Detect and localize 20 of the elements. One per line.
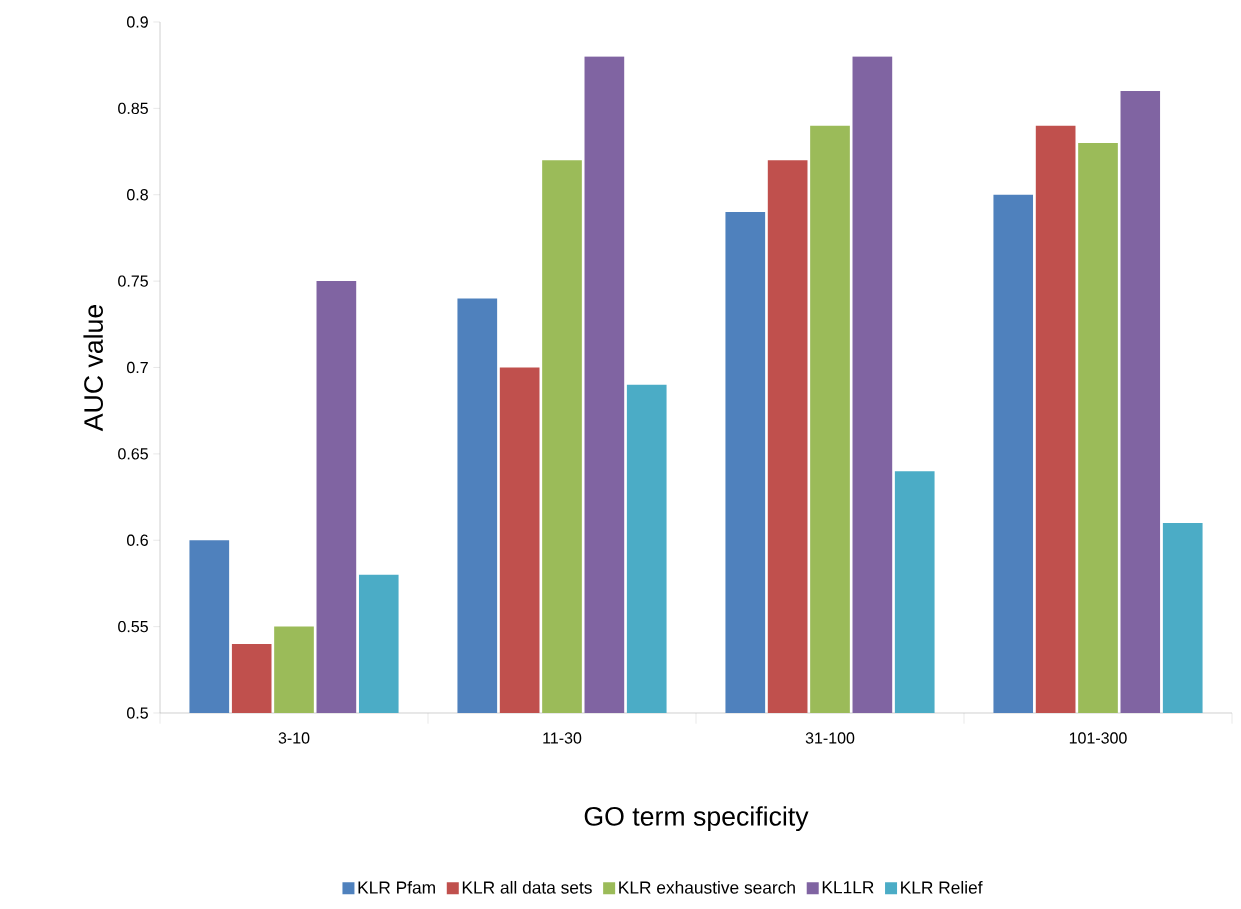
legend-label: KLR exhaustive search bbox=[619, 880, 795, 894]
y-tick-label: 0.8 bbox=[127, 189, 148, 201]
x-tick-label: 31-100 bbox=[805, 732, 855, 744]
y-tick-label: 0.9 bbox=[127, 16, 148, 28]
y-tick-label: 0.65 bbox=[118, 448, 148, 460]
x-tick-label: 101-300 bbox=[1069, 732, 1127, 744]
x-axis-title: GO term specificity bbox=[584, 806, 809, 832]
y-tick-label: 0.5 bbox=[127, 707, 148, 719]
y-axis-title: AUC value bbox=[83, 305, 103, 432]
legend-label: KLR Pfam bbox=[358, 880, 435, 894]
legend-label: KLR Relief bbox=[901, 880, 983, 894]
y-tick-label: 0.75 bbox=[118, 275, 148, 287]
legend-label: KLR all data sets bbox=[462, 880, 592, 894]
y-tick-label: 0.7 bbox=[127, 361, 148, 374]
y-tick-label: 0.85 bbox=[118, 102, 148, 115]
y-tick-label: 0.55 bbox=[118, 620, 148, 633]
y-tick-label: 0.6 bbox=[127, 534, 148, 546]
x-tick-label: 11-30 bbox=[543, 732, 582, 744]
legend-label: KL1LR bbox=[822, 881, 874, 894]
x-tick-label: 3-10 bbox=[278, 732, 310, 744]
